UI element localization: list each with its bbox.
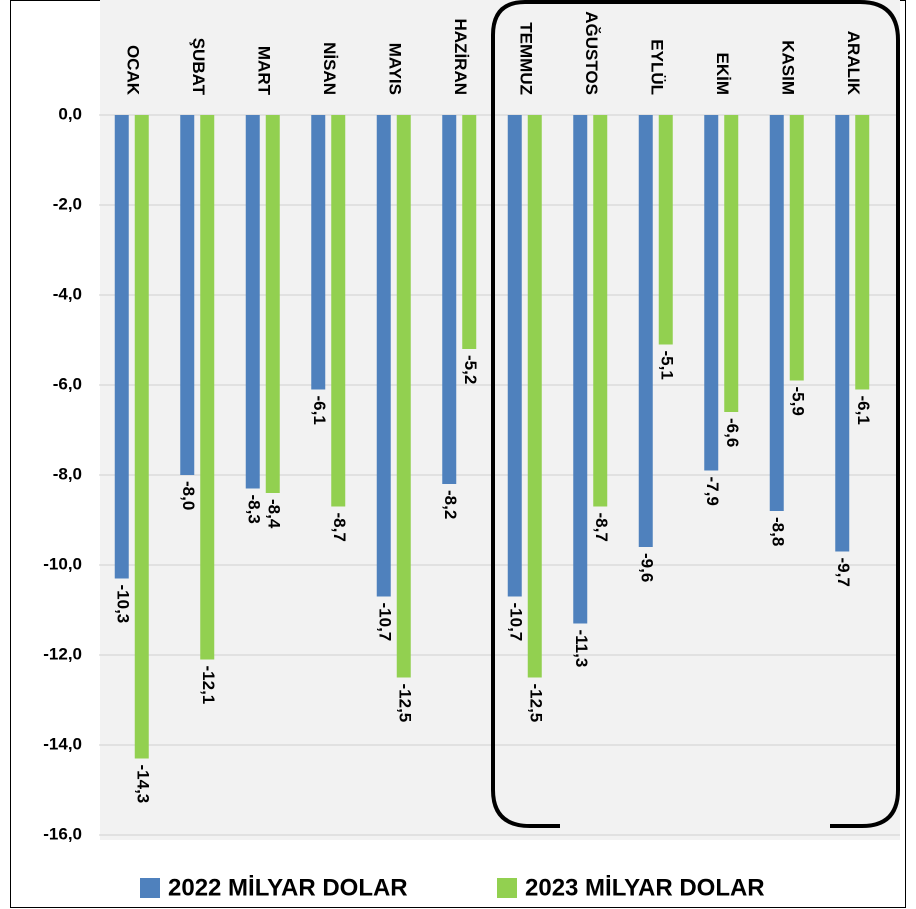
bar (658, 115, 673, 345)
y-tick-label: 0,0 (58, 104, 82, 123)
x-tick-label: AĞUSTOS (582, 11, 601, 95)
bar (114, 115, 129, 579)
grid (99, 114, 900, 836)
bar (134, 115, 149, 759)
value-label: -6,1 (854, 396, 873, 425)
bar (789, 115, 804, 381)
bar (376, 115, 391, 597)
bar (265, 115, 280, 493)
bar (835, 115, 850, 552)
y-tick-label: -12,0 (43, 644, 82, 663)
bar (442, 115, 457, 484)
y-tick-label: -10,0 (43, 554, 82, 573)
value-label: -12,1 (199, 666, 218, 705)
x-tick-label: MART (254, 46, 273, 96)
x-tick-label: ŞUBAT (189, 38, 208, 96)
y-tick-label: -4,0 (53, 284, 82, 303)
value-label: -8,3 (244, 495, 263, 524)
value-label: -9,6 (637, 553, 656, 582)
bar (638, 115, 653, 547)
x-tick-label: MAYIS (385, 43, 404, 95)
y-tick-label: -6,0 (53, 374, 82, 393)
value-label: -10,3 (113, 585, 132, 624)
bar (704, 115, 719, 471)
value-label: -5,9 (788, 387, 807, 416)
value-label: -5,2 (461, 355, 480, 384)
value-label: -11,3 (572, 630, 591, 668)
value-label: -8,4 (264, 499, 283, 529)
bar (462, 115, 477, 349)
legend-label: 2022 MİLYAR DOLAR (168, 874, 408, 901)
y-tick-label: -14,0 (43, 734, 82, 753)
bar (180, 115, 195, 475)
x-tick-label: OCAK (123, 45, 142, 96)
value-label: -6,1 (310, 396, 329, 425)
bar (769, 115, 784, 511)
bar (507, 115, 522, 597)
x-tick-label: EYLÜL (647, 39, 666, 95)
legend-label: 2023 MİLYAR DOLAR (525, 874, 765, 901)
value-label: -14,3 (133, 765, 152, 804)
legend-swatch (140, 878, 160, 898)
value-label: -9,7 (834, 558, 853, 587)
value-label: -10,7 (375, 603, 394, 642)
highlight-bracket (491, 0, 900, 828)
bar (245, 115, 260, 489)
bar (331, 115, 346, 507)
bar (396, 115, 411, 678)
legend-swatch (497, 878, 517, 898)
bar (573, 115, 588, 624)
value-label: -8,2 (441, 490, 460, 519)
value-label: -12,5 (395, 684, 414, 723)
x-tick-label: NİSAN (320, 42, 339, 95)
bar (724, 115, 739, 412)
x-tick-label: EKİM (713, 53, 732, 96)
value-label: -8,7 (330, 513, 349, 542)
value-label: -10,7 (506, 603, 525, 642)
y-tick-label: -2,0 (53, 194, 82, 213)
value-label: -8,7 (592, 513, 611, 542)
plot-area (100, 0, 900, 840)
value-label: -6,6 (723, 418, 742, 447)
y-tick-label: -16,0 (43, 824, 82, 843)
bar (311, 115, 326, 390)
value-label: -5,1 (657, 351, 676, 380)
value-label: -7,9 (703, 477, 722, 506)
x-tick-label: ARALIK (844, 31, 863, 96)
value-label: -8,0 (179, 481, 198, 510)
value-label: -12,5 (526, 684, 545, 723)
bar (593, 115, 608, 507)
bar (527, 115, 542, 678)
bar (855, 115, 870, 390)
x-tick-label: KASIM (778, 40, 797, 95)
bar (200, 115, 215, 660)
x-tick-label: HAZİRAN (451, 19, 470, 96)
value-label: -8,8 (768, 517, 787, 546)
x-tick-label: TEMMUZ (516, 22, 535, 95)
marks (114, 115, 870, 759)
y-tick-label: -8,0 (53, 464, 82, 483)
